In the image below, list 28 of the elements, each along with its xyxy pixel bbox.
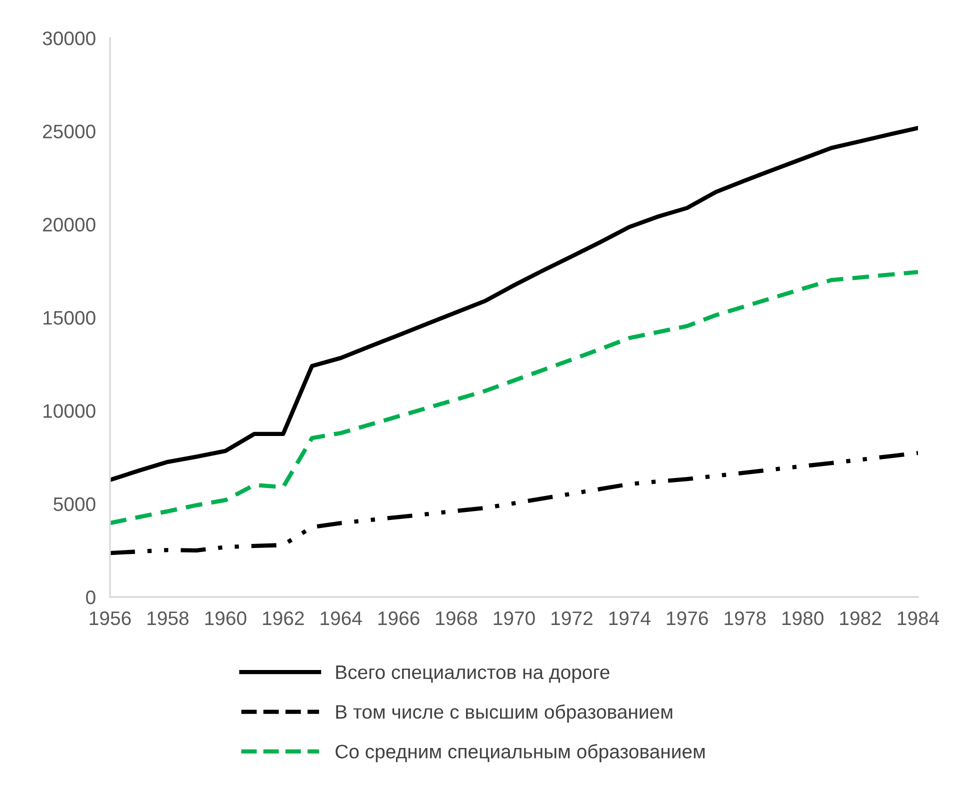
y-tick-label: 15000 xyxy=(44,310,96,325)
line-series xyxy=(110,126,918,482)
legend-label: В том числе с высшим образованием xyxy=(336,704,672,723)
y-tick-label: 20000 xyxy=(43,218,96,232)
x-tick-label: 1976 xyxy=(667,611,708,626)
y-tick-label: 10000 xyxy=(44,404,96,418)
y-tick-label: 30000 xyxy=(42,31,96,46)
line-series xyxy=(110,450,918,556)
x-tick-label: 1974 xyxy=(609,611,650,626)
x-tick-label: 1962 xyxy=(263,611,304,626)
legend-label: Всего специалистов на дороге xyxy=(336,666,610,683)
x-tick-label: 1958 xyxy=(148,611,188,626)
x-tick-label: 1984 xyxy=(898,611,940,626)
line-series xyxy=(110,270,918,526)
x-tick-label: 1982 xyxy=(840,611,881,626)
x-tick-label: 1980 xyxy=(782,611,824,626)
y-tick-label: 5000 xyxy=(54,497,96,512)
x-tick-label: 1956 xyxy=(90,611,131,626)
x-tick-label: 1970 xyxy=(494,611,535,626)
y-tick-label: 0 xyxy=(86,590,96,604)
x-tick-label: 1978 xyxy=(724,611,766,626)
x-tick-label: 1960 xyxy=(205,611,246,626)
y-tick-label: 25000 xyxy=(43,124,96,138)
legend-label: Со средним специальным образованием xyxy=(336,744,705,762)
x-tick-label: 1964 xyxy=(320,611,362,626)
x-tick-label: 1968 xyxy=(436,611,478,626)
x-tick-label: 1966 xyxy=(378,611,420,626)
x-tick-label: 1972 xyxy=(552,611,592,626)
